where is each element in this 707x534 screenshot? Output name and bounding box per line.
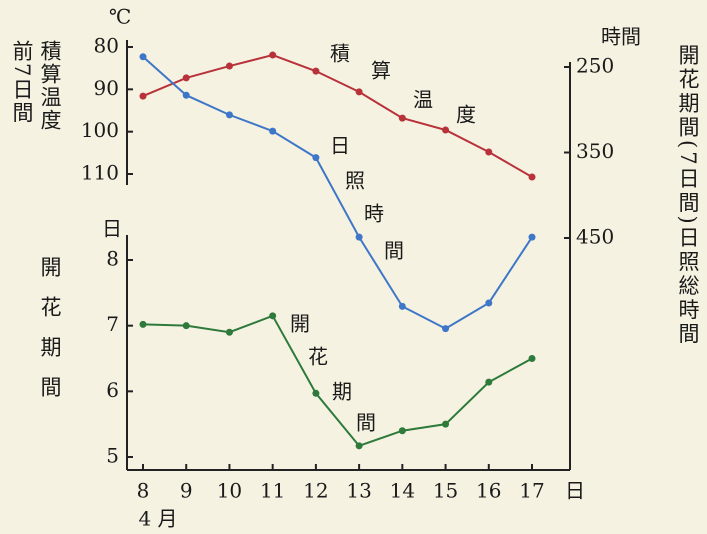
series-line <box>142 314 533 448</box>
y-tick-label: 90 <box>94 76 119 100</box>
data-point <box>182 91 190 99</box>
data-point <box>528 173 536 181</box>
y-tick-label: 80 <box>94 34 119 58</box>
data-point <box>398 302 406 310</box>
data-point <box>269 51 277 59</box>
data-point <box>355 442 363 450</box>
data-point <box>355 233 363 241</box>
data-point <box>355 88 363 96</box>
data-point <box>442 325 450 333</box>
x-tick-label: 17 <box>519 479 544 503</box>
data-point <box>139 92 147 100</box>
y-tick-label: 6 <box>106 378 119 402</box>
y-tick-label: 250 <box>576 54 614 78</box>
y-tick-label: 450 <box>576 225 614 249</box>
data-point <box>312 154 320 162</box>
data-point <box>398 427 406 435</box>
data-point <box>528 355 536 362</box>
y-axis-title: 開花期間 <box>38 256 62 416</box>
data-point <box>528 233 536 241</box>
y-unit: 時間 <box>601 25 641 49</box>
x-tick-label: 12 <box>303 479 328 503</box>
data-point <box>269 127 277 135</box>
x-sublabel: 4 月 <box>138 507 177 531</box>
data-point <box>485 378 493 386</box>
y-tick-label: 7 <box>106 312 119 336</box>
y-tick-label: 350 <box>576 139 614 163</box>
x-tick-label: 15 <box>433 479 458 503</box>
x-unit: 日 <box>565 479 585 503</box>
x-tick-label: 9 <box>180 479 193 503</box>
data-point <box>485 148 493 156</box>
data-point <box>139 320 147 328</box>
data-point <box>312 67 320 75</box>
data-point <box>442 126 450 134</box>
y-unit: 日 <box>102 217 122 241</box>
data-point <box>398 114 406 122</box>
data-point <box>269 312 277 320</box>
data-point <box>225 111 233 119</box>
y-tick-label: 5 <box>106 444 119 468</box>
data-point <box>485 299 493 307</box>
x-tick-label: 16 <box>476 479 501 503</box>
series-line <box>142 55 533 330</box>
data-point <box>442 420 450 428</box>
x-tick-label: 10 <box>217 479 242 503</box>
y-axis-title: 前7日間 <box>10 40 34 124</box>
y-unit: ℃ <box>109 5 131 29</box>
y-axis-title: 開花期間(7日間)日照総時間 <box>676 44 700 347</box>
x-tick-label: 13 <box>346 479 371 503</box>
y-tick-label: 100 <box>81 118 119 142</box>
y-axis-title: 積算温度 <box>38 40 62 132</box>
y-tick-label: 110 <box>81 161 119 185</box>
x-tick-label: 14 <box>390 479 415 503</box>
data-point <box>182 74 190 82</box>
data-point <box>139 53 147 61</box>
data-point <box>312 389 320 397</box>
y-tick-label: 8 <box>106 247 119 271</box>
data-point <box>182 322 190 330</box>
x-tick-label: 8 <box>137 479 150 503</box>
data-point <box>225 328 233 336</box>
data-point <box>225 62 233 70</box>
series-line <box>142 53 533 178</box>
x-tick-label: 11 <box>260 479 285 503</box>
